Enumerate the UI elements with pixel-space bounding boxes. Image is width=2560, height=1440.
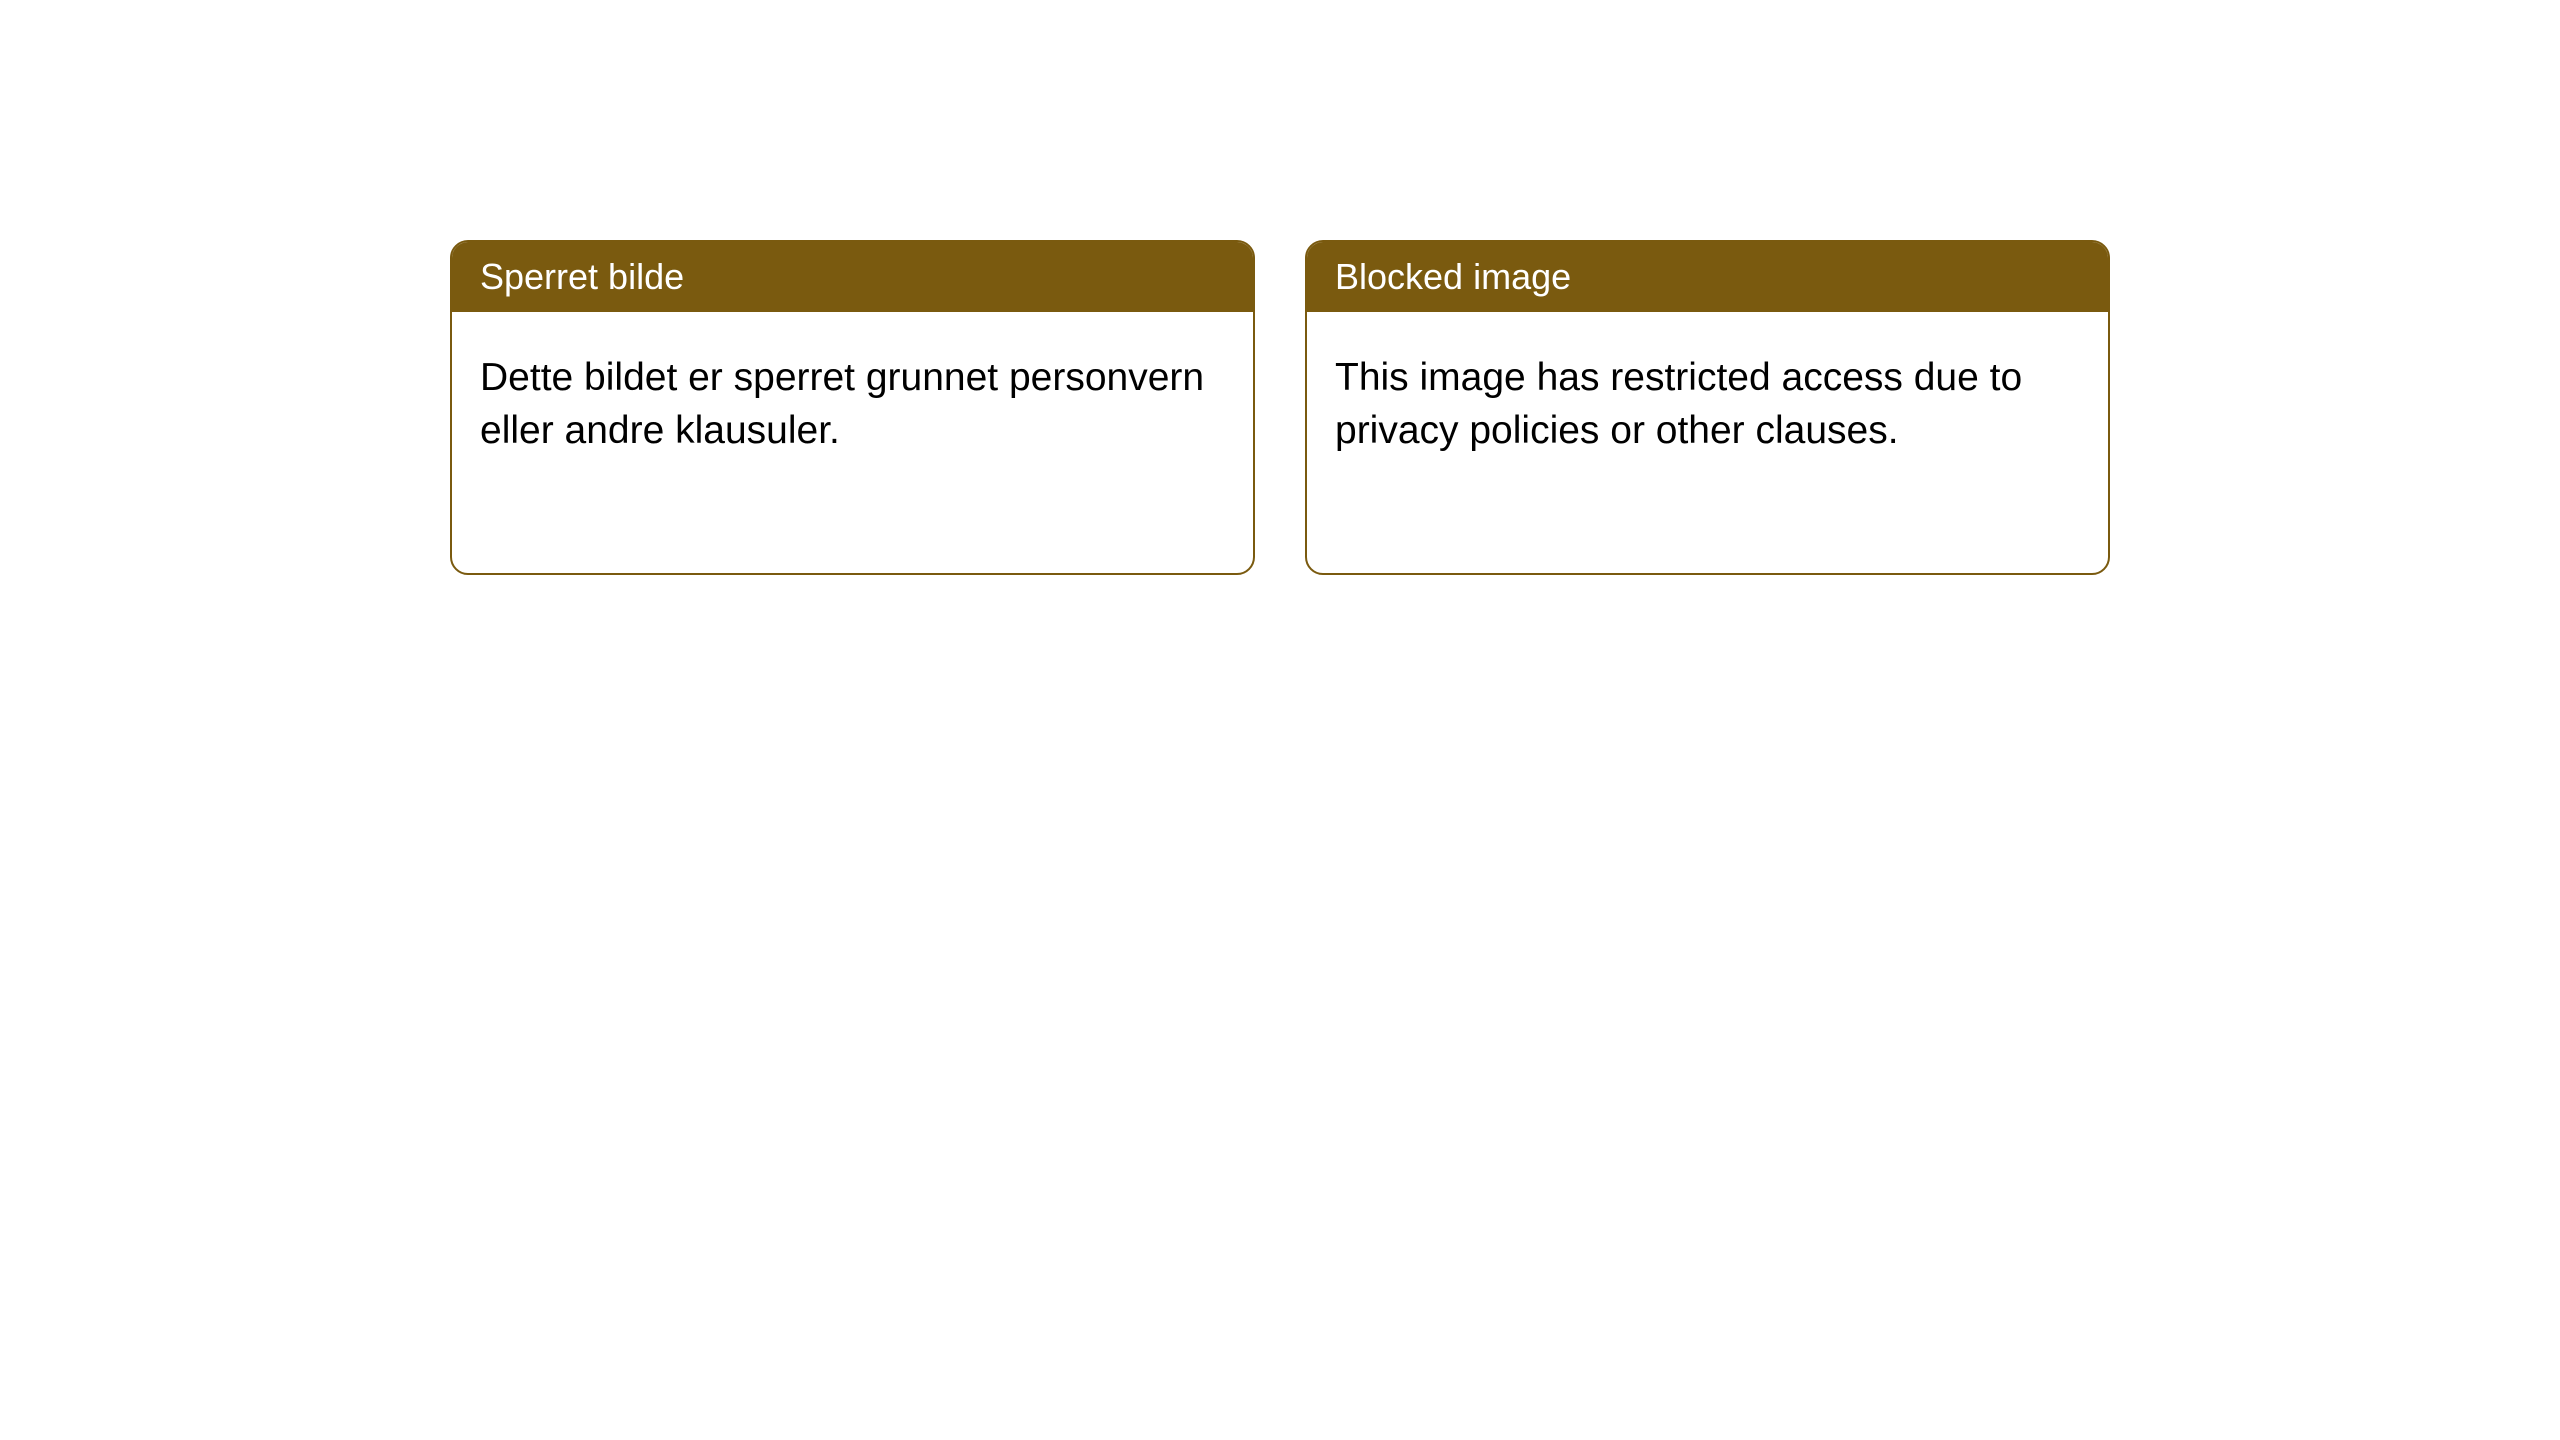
notice-card-body: This image has restricted access due to … <box>1307 312 2108 497</box>
notice-card-norwegian: Sperret bilde Dette bildet er sperret gr… <box>450 240 1255 575</box>
notice-card-title: Sperret bilde <box>452 242 1253 312</box>
notice-card-title: Blocked image <box>1307 242 2108 312</box>
notice-card-english: Blocked image This image has restricted … <box>1305 240 2110 575</box>
notice-cards-container: Sperret bilde Dette bildet er sperret gr… <box>450 240 2110 575</box>
notice-card-body: Dette bildet er sperret grunnet personve… <box>452 312 1253 497</box>
